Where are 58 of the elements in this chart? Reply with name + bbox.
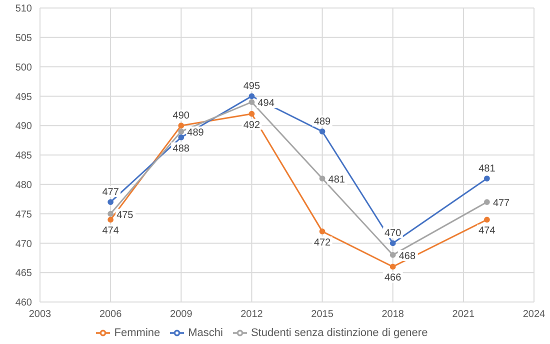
data-label: 489	[314, 116, 332, 128]
x-tick-label: 2018	[382, 309, 404, 320]
y-tick-label: 465	[15, 268, 32, 280]
data-label: 474	[478, 226, 496, 237]
y-tick-label: 510	[15, 4, 32, 15]
x-tick-label: 2012	[240, 309, 264, 320]
data-label: 474	[102, 226, 120, 237]
data-label: 466	[384, 272, 402, 284]
x-tick-label: 2009	[170, 309, 193, 320]
data-label: 489	[187, 127, 204, 138]
data-label: 488	[172, 143, 190, 154]
data-label: 468	[398, 250, 416, 262]
x-tick-label: 2015	[311, 309, 334, 320]
y-tick-label: 460	[15, 298, 32, 309]
point	[484, 199, 490, 205]
point	[248, 99, 255, 106]
data-label: 495	[243, 81, 260, 92]
legend-label: Maschi	[188, 326, 223, 339]
y-tick-label: 470	[15, 238, 32, 250]
point	[319, 228, 326, 234]
point	[178, 122, 184, 129]
data-label: 477	[102, 187, 120, 198]
point	[319, 176, 326, 182]
point	[390, 264, 396, 270]
data-label: 492	[243, 120, 260, 131]
y-tick-label: 490	[15, 121, 32, 132]
data-label: 477	[492, 198, 510, 210]
point	[178, 134, 184, 140]
point	[484, 176, 490, 182]
point	[178, 128, 184, 134]
y-tick-label: 480	[15, 180, 32, 191]
x-tick-label: 2024	[522, 309, 546, 320]
point	[248, 110, 255, 117]
legend-label: Studenti senza distinzione di genere	[250, 326, 428, 339]
point	[319, 128, 326, 134]
point	[484, 216, 490, 223]
point	[248, 93, 255, 100]
y-tick-label: 505	[15, 32, 32, 44]
data-label: 494	[258, 98, 275, 110]
x-tick-label: 2006	[99, 309, 122, 320]
y-tick-label: 495	[15, 92, 32, 103]
data-label: 475	[116, 210, 134, 221]
data-label: 490	[172, 110, 190, 122]
point	[108, 199, 114, 205]
point	[108, 216, 114, 223]
y-tick-label: 475	[15, 209, 32, 220]
legend-label: Femmine	[114, 326, 160, 339]
y-tick-label: 500	[15, 62, 32, 74]
point	[108, 210, 114, 217]
point	[390, 252, 396, 258]
data-label: 472	[314, 237, 332, 248]
data-label: 470	[384, 228, 402, 240]
point	[390, 240, 396, 246]
data-label: 481	[478, 164, 496, 175]
x-tick-label: 2021	[452, 309, 475, 320]
x-tick-label: 2003	[28, 309, 52, 320]
data-label: 481	[328, 174, 346, 186]
y-tick-label: 485	[15, 150, 32, 162]
